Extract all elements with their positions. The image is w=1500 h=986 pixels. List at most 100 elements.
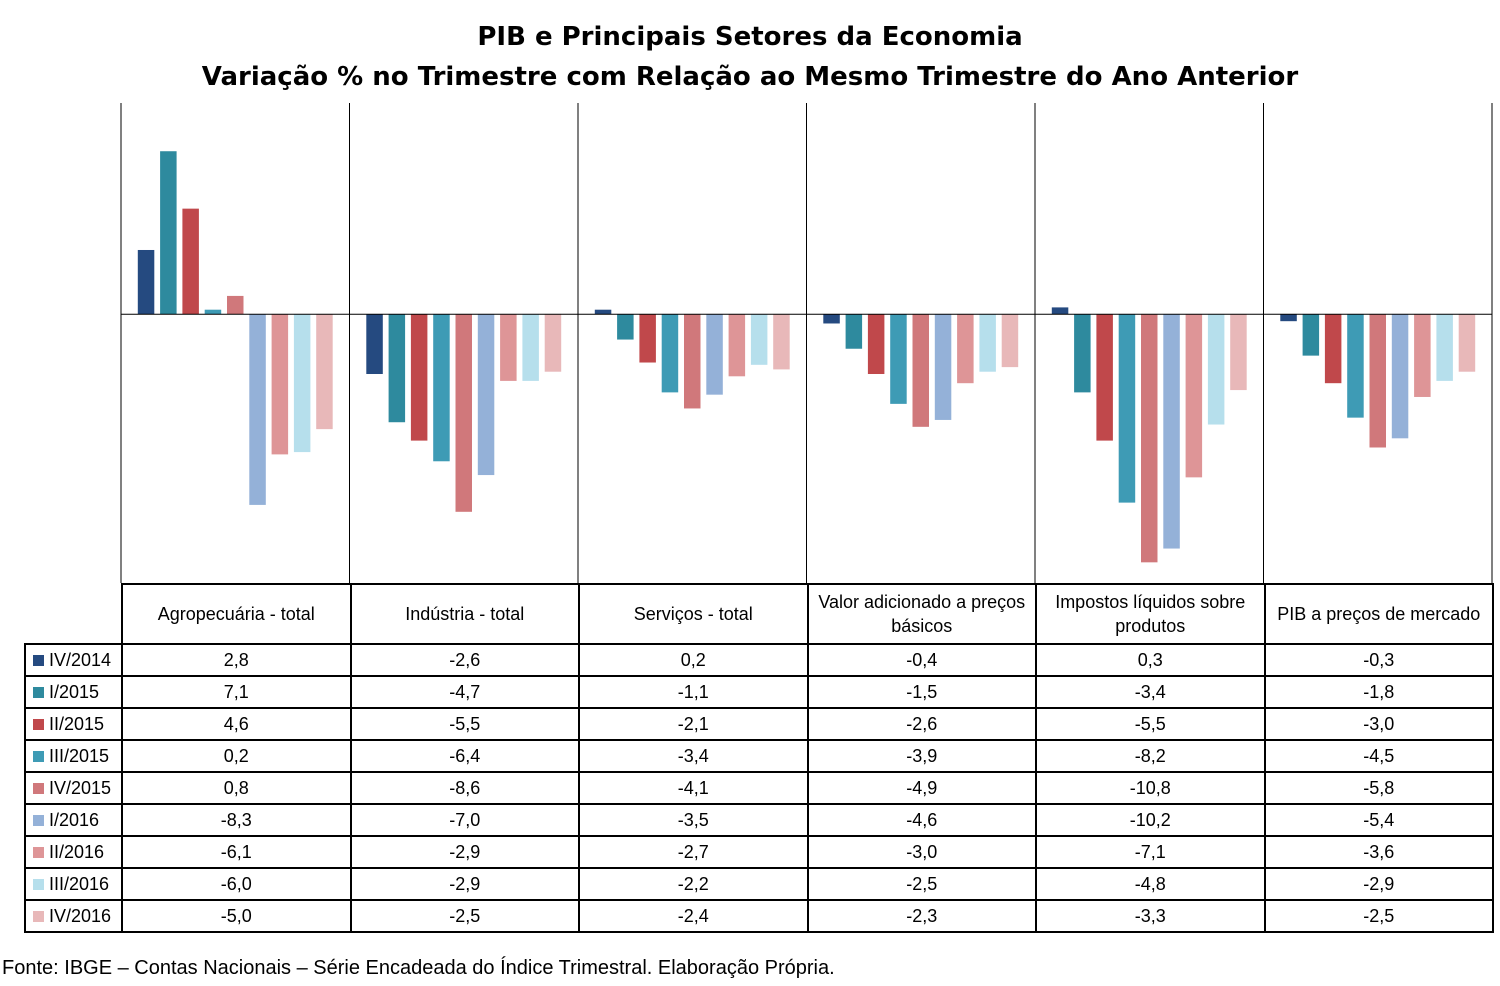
data-value: 0,2 bbox=[121, 739, 352, 773]
bar bbox=[773, 314, 790, 370]
bar bbox=[249, 314, 266, 505]
legend-swatch bbox=[33, 783, 44, 795]
series-name: II/2016 bbox=[49, 841, 105, 862]
data-value: -4,6 bbox=[806, 803, 1037, 837]
bar bbox=[477, 314, 495, 476]
data-value: -2,9 bbox=[349, 835, 580, 869]
bar bbox=[890, 314, 907, 404]
table-row: II/2015 4,6 -5,5 -2,1 -2,6 -5,5 -3,0 bbox=[24, 707, 1494, 741]
bar bbox=[934, 314, 952, 420]
legend-swatch bbox=[33, 879, 44, 891]
bar bbox=[1185, 314, 1203, 478]
bar bbox=[1324, 314, 1342, 384]
series-name: IV/2016 bbox=[49, 905, 112, 926]
bar bbox=[227, 295, 244, 315]
data-value: -6,4 bbox=[349, 739, 580, 773]
data-value: -3,9 bbox=[806, 739, 1037, 773]
bar bbox=[1163, 314, 1180, 549]
data-value: -1,5 bbox=[806, 675, 1037, 709]
data-value: 7,1 bbox=[121, 675, 352, 709]
legend-swatch bbox=[33, 911, 44, 923]
data-value: -0,3 bbox=[1263, 643, 1494, 677]
bar bbox=[617, 314, 634, 340]
legend-entry: III/2016 bbox=[24, 867, 123, 901]
data-value: -1,1 bbox=[578, 675, 809, 709]
bar bbox=[1391, 314, 1409, 439]
series-name: I/2015 bbox=[49, 681, 100, 702]
legend-entry: IV/2015 bbox=[24, 771, 123, 805]
data-value: -4,5 bbox=[1263, 739, 1494, 773]
data-value: -2,5 bbox=[349, 899, 580, 933]
legend-swatch bbox=[33, 687, 44, 699]
bar bbox=[544, 314, 562, 372]
table-row: IV/2015 0,8 -8,6 -4,1 -4,9 -10,8 -5,8 bbox=[24, 771, 1494, 805]
chart-subtitle: Variação % no Trimestre com Relação ao M… bbox=[201, 62, 1299, 92]
bar bbox=[661, 314, 679, 393]
data-value: -2,6 bbox=[349, 643, 580, 677]
data-value: 4,6 bbox=[121, 707, 352, 741]
bar bbox=[728, 314, 746, 377]
table-row: III/2015 0,2 -6,4 -3,4 -3,9 -8,2 -4,5 bbox=[24, 739, 1494, 773]
data-value: -3,0 bbox=[1263, 707, 1494, 741]
table-row: III/2016 -6,0 -2,9 -2,2 -2,5 -4,8 -2,9 bbox=[24, 867, 1494, 901]
data-value: -4,9 bbox=[806, 771, 1037, 805]
bar bbox=[410, 314, 428, 441]
data-value: -2,4 bbox=[578, 899, 809, 933]
data-value: -3,0 bbox=[806, 835, 1037, 869]
data-value: -10,8 bbox=[1035, 771, 1266, 805]
bar bbox=[845, 314, 863, 349]
category-header: PIB a preços de mercado bbox=[1263, 583, 1494, 645]
series-name: I/2016 bbox=[49, 809, 100, 830]
legend-entry: III/2015 bbox=[24, 739, 123, 773]
data-value: -3,4 bbox=[1035, 675, 1266, 709]
data-value: -3,3 bbox=[1035, 899, 1266, 933]
bar bbox=[1207, 314, 1225, 425]
legend-entry: IV/2016 bbox=[24, 899, 123, 933]
data-value: -5,5 bbox=[349, 707, 580, 741]
series-name: III/2016 bbox=[49, 873, 110, 894]
data-value: -6,0 bbox=[121, 867, 352, 901]
data-value: 2,8 bbox=[121, 643, 352, 677]
data-value: -2,5 bbox=[806, 867, 1037, 901]
data-value: -4,8 bbox=[1035, 867, 1266, 901]
bar bbox=[706, 314, 723, 395]
bar bbox=[1302, 314, 1320, 356]
data-value: 0,2 bbox=[578, 643, 809, 677]
legend-swatch bbox=[33, 815, 44, 827]
data-value: -2,1 bbox=[578, 707, 809, 741]
bar bbox=[293, 314, 311, 453]
table-row: IV/2016 -5,0 -2,5 -2,4 -2,3 -3,3 -2,5 bbox=[24, 899, 1494, 933]
bar bbox=[366, 314, 383, 375]
bar bbox=[1347, 314, 1364, 418]
bar bbox=[316, 314, 333, 430]
data-value: -3,4 bbox=[578, 739, 809, 773]
data-value: -2,2 bbox=[578, 867, 809, 901]
bar bbox=[867, 314, 885, 375]
bar bbox=[1074, 314, 1091, 393]
legend-swatch bbox=[33, 655, 44, 667]
data-value: -5,5 bbox=[1035, 707, 1266, 741]
bar bbox=[979, 314, 996, 372]
data-value: -2,3 bbox=[806, 899, 1037, 933]
bar bbox=[957, 314, 974, 384]
bar bbox=[684, 314, 701, 409]
bar bbox=[182, 208, 199, 315]
bar bbox=[522, 314, 539, 381]
bar bbox=[1230, 314, 1247, 391]
data-value: -4,1 bbox=[578, 771, 809, 805]
category-header: Agropecuária - total bbox=[121, 583, 352, 645]
data-value: -6,1 bbox=[121, 835, 352, 869]
bar bbox=[750, 314, 768, 365]
bar bbox=[1280, 314, 1297, 322]
table-row: IV/2014 2,8 -2,6 0,2 -0,4 0,3 -0,3 bbox=[24, 643, 1494, 677]
bar bbox=[1096, 314, 1113, 441]
data-value: -5,8 bbox=[1263, 771, 1494, 805]
data-value: -5,4 bbox=[1263, 803, 1494, 837]
legend-entry: I/2016 bbox=[24, 803, 123, 837]
data-value: 0,3 bbox=[1035, 643, 1266, 677]
data-value: -1,8 bbox=[1263, 675, 1494, 709]
table-row: I/2015 7,1 -4,7 -1,1 -1,5 -3,4 -1,8 bbox=[24, 675, 1494, 709]
table-row: I/2016 -8,3 -7,0 -3,5 -4,6 -10,2 -5,4 bbox=[24, 803, 1494, 837]
series-name: IV/2014 bbox=[49, 649, 112, 670]
category-header: Serviços - total bbox=[578, 583, 809, 645]
